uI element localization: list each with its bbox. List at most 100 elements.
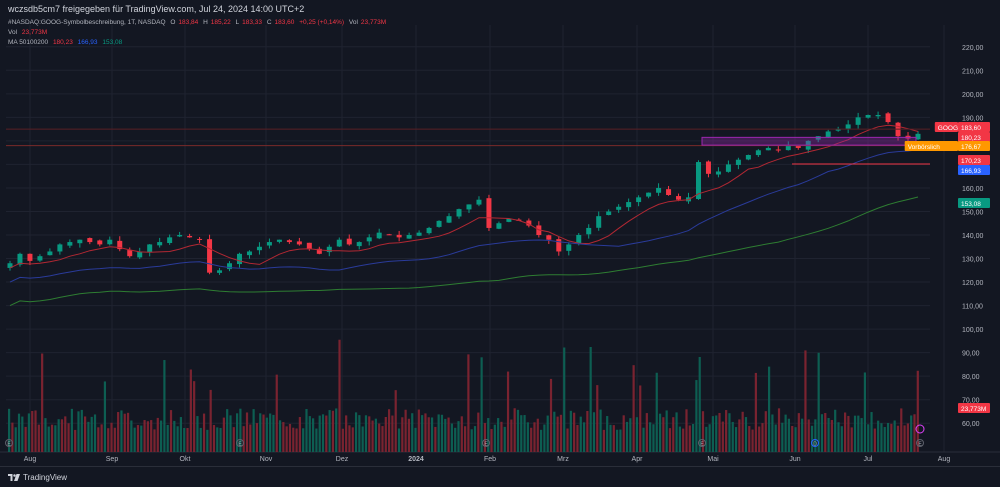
price-chart[interactable]: 220,00210,00200,00190,00180,00170,00160,…	[0, 0, 1000, 466]
volume-bar	[692, 423, 695, 452]
tradingview-logo[interactable]: TradingView	[8, 473, 67, 482]
volume-bar	[278, 420, 282, 452]
volume-bar	[801, 418, 804, 452]
volume-bar	[292, 427, 295, 452]
volume-bar	[721, 421, 724, 452]
candle-body	[775, 149, 781, 151]
volume-bar	[57, 419, 60, 452]
volume-bar	[11, 422, 14, 452]
candle-body	[7, 263, 13, 268]
volume-bar	[44, 418, 47, 452]
price-tag-name-text: GOOG	[938, 125, 958, 132]
event-marker-letter: E	[700, 442, 704, 448]
candle-body	[256, 246, 262, 251]
volume-bar	[777, 408, 781, 452]
volume-label[interactable]: Vol	[8, 29, 18, 36]
price-tag-name	[934, 122, 958, 132]
price-tick-label: 200,00	[962, 92, 984, 99]
volume-bar	[160, 420, 163, 452]
volume-bar	[212, 425, 216, 452]
volume-bar	[629, 418, 632, 452]
volume-bar	[143, 420, 146, 452]
volume-bar	[645, 413, 648, 452]
candle-body	[227, 263, 233, 270]
volume-bar	[725, 410, 728, 452]
volume-bar	[520, 415, 523, 452]
volume-bar	[896, 425, 900, 452]
price-tag-text: 153,08	[961, 201, 981, 208]
event-marker-letter: E	[7, 442, 11, 448]
volume-bar	[698, 356, 701, 452]
volume-bar	[351, 427, 354, 452]
volume-bar	[860, 418, 863, 452]
volume-bar	[421, 415, 424, 452]
ma-label[interactable]: MA 50100200	[8, 39, 49, 46]
price-tag	[958, 403, 990, 413]
volume-bar	[414, 427, 417, 452]
candle-body	[37, 256, 43, 261]
candle-body	[137, 251, 143, 258]
close-label: C	[266, 19, 272, 26]
candle-body	[476, 199, 482, 205]
volume-bar	[255, 423, 259, 452]
ma200-value: 153,08	[102, 39, 123, 46]
time-tick-label: Mai	[707, 456, 719, 463]
volume-bar	[206, 429, 209, 452]
candle-body	[356, 242, 362, 247]
earnings-icon[interactable]	[698, 439, 706, 447]
volume-bar	[751, 429, 754, 452]
volume-bar	[867, 424, 870, 452]
price-tick-label: 140,00	[962, 233, 984, 240]
volume-bar	[50, 424, 54, 452]
volume-bar	[331, 410, 335, 452]
candle-body	[526, 220, 532, 226]
volume-bar	[768, 366, 771, 452]
volume-bar	[87, 421, 90, 452]
volume-bar	[668, 428, 672, 452]
candle-body	[915, 133, 921, 140]
volume-bar	[239, 408, 242, 452]
earnings-icon[interactable]	[482, 439, 490, 447]
volume-bar	[576, 425, 579, 452]
candle-body	[147, 244, 153, 252]
volume-bar	[21, 416, 24, 452]
earnings-icon[interactable]	[916, 439, 924, 447]
volume-bar	[93, 414, 97, 452]
price-tag-text: 170,23	[961, 158, 981, 165]
time-tick-label: Jul	[864, 456, 873, 463]
candle-body	[197, 238, 203, 240]
volume-bar	[791, 425, 794, 452]
volume-bar	[708, 424, 711, 452]
volume-bar	[371, 420, 374, 452]
earnings-icon[interactable]	[5, 439, 13, 447]
candle-body	[296, 241, 302, 245]
volume-bar	[764, 411, 767, 452]
volume-bar	[74, 429, 77, 452]
price-tick-label: 80,00	[962, 374, 980, 381]
lightning-icon[interactable]	[915, 424, 925, 434]
volume-bar	[341, 428, 344, 452]
ma200-line	[9, 196, 919, 307]
volume-bar	[705, 426, 708, 452]
dividend-icon[interactable]	[811, 439, 819, 447]
volume-bar	[265, 417, 268, 452]
volume-bar	[113, 427, 116, 452]
time-tick-label: Jun	[789, 456, 800, 463]
candle-body	[646, 192, 652, 197]
volume-bar	[325, 415, 328, 452]
volume-bar	[487, 418, 490, 452]
volume-bar	[870, 412, 873, 452]
close-value: 183,60	[274, 19, 295, 26]
price-tick-label: 90,00	[962, 351, 980, 358]
symbol-name[interactable]: #NASDAQ:GOOG-Symbolbeschreibung, 1T, NAS…	[8, 19, 166, 26]
price-tag-text: 183,60	[961, 125, 981, 132]
price-tick-label: 60,00	[962, 421, 980, 428]
volume-bar	[47, 426, 50, 452]
time-tick-label: Nov	[260, 456, 273, 463]
volume-bar	[834, 409, 837, 452]
volume-bar	[506, 371, 510, 452]
volume-bar	[916, 370, 919, 452]
volume-bar	[361, 426, 364, 452]
candle-body	[167, 237, 173, 243]
earnings-icon[interactable]	[236, 439, 244, 447]
